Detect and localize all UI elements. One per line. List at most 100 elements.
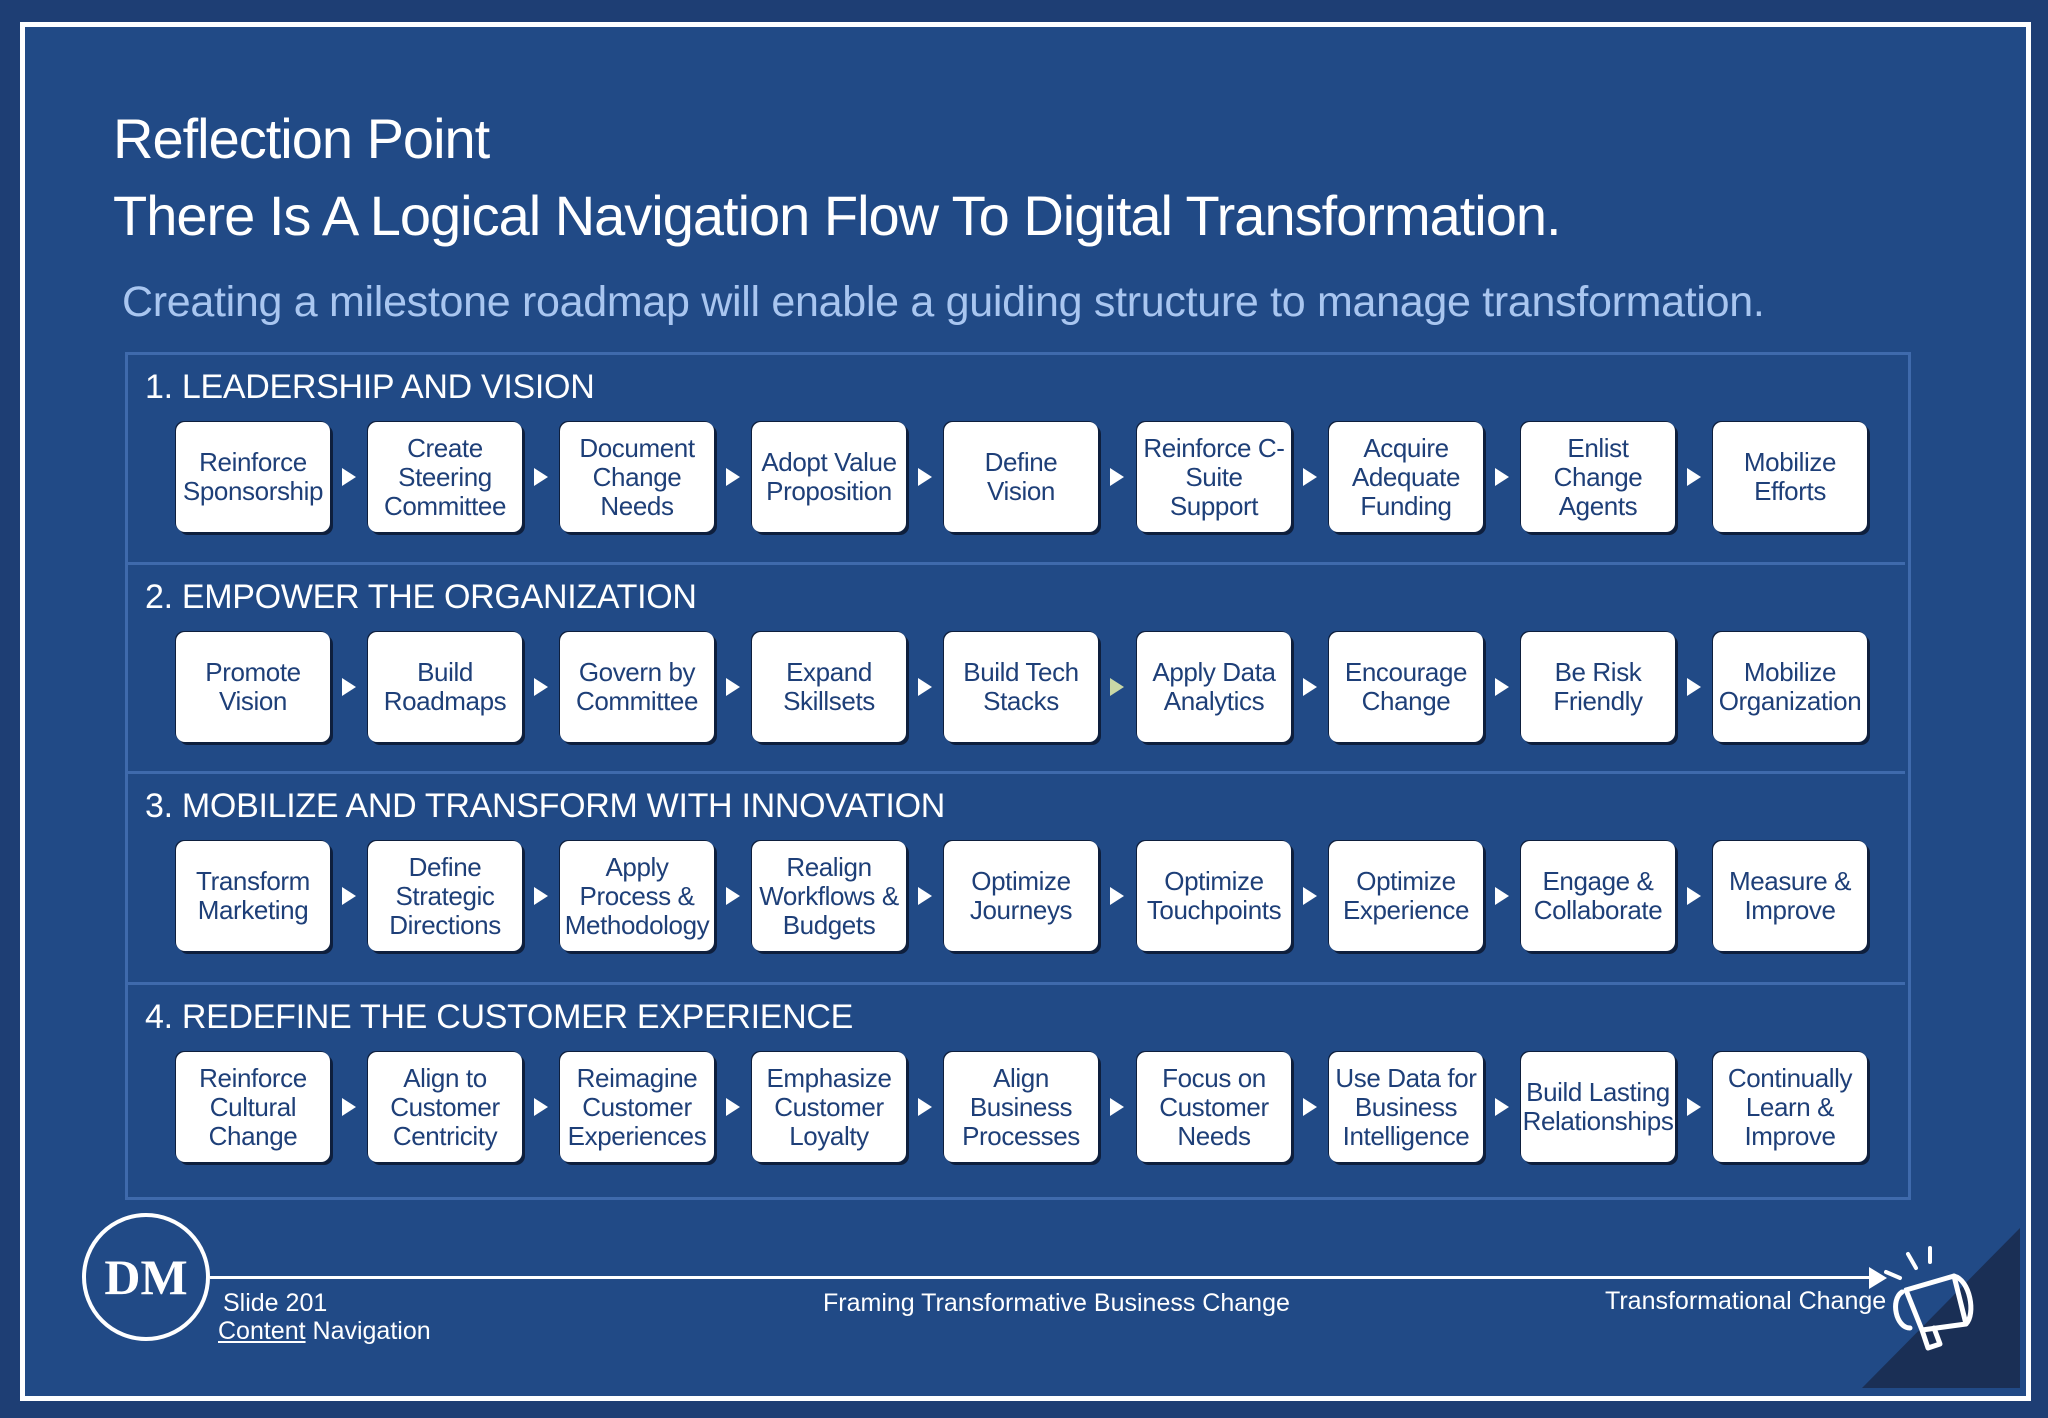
step-label: Reinforce Sponsorship [182, 447, 324, 506]
step-box: Measure & Improve [1713, 841, 1867, 951]
step-label: Expand Skillsets [783, 657, 875, 716]
step-label: Align Business Processes [962, 1062, 1080, 1151]
step-box: Optimize Touchpoints [1137, 841, 1291, 951]
step-box: Adopt Value Proposition [752, 422, 906, 532]
step-label: Encourage Change [1344, 657, 1468, 716]
step-box: Document Change Needs [560, 422, 714, 532]
step-box: Continually Learn & Improve [1713, 1052, 1867, 1162]
arrow-right-icon [726, 887, 740, 905]
timeline-line [210, 1276, 1872, 1279]
step-label: Emphasize Customer Loyalty [766, 1062, 892, 1151]
step-label: Be Risk Friendly [1553, 657, 1643, 716]
section-title: 2. EMPOWER THE ORGANIZATION [145, 578, 697, 616]
content-navigation-link[interactable]: Content [218, 1317, 306, 1345]
arrow-right-icon [1687, 1098, 1701, 1116]
step-label: Promote Vision [205, 657, 301, 716]
section-title: 3. MOBILIZE AND TRANSFORM WITH INNOVATIO… [145, 787, 945, 825]
arrow-right-icon [1303, 468, 1317, 486]
arrow-right-icon [1495, 887, 1509, 905]
step-label: Apply Data Analytics [1152, 657, 1276, 716]
title-line-1: Reflection Point [113, 107, 490, 170]
step-box: Optimize Journeys [944, 841, 1098, 951]
arrow-right-icon [1110, 887, 1124, 905]
arrow-right-icon [534, 678, 548, 696]
arrow-right-icon [1303, 887, 1317, 905]
step-box: Build Roadmaps [368, 632, 522, 742]
step-box: Reimagine Customer Experiences [560, 1052, 714, 1162]
step-label: Mobilize Organization [1718, 657, 1862, 716]
step-box: Create Steering Committee [368, 422, 522, 532]
step-box: Apply Process & Methodology [560, 841, 714, 951]
arrow-right-icon [918, 1098, 932, 1116]
arrow-right-icon [918, 678, 932, 696]
step-box: Emphasize Customer Loyalty [752, 1052, 906, 1162]
step-label: Define Strategic Directions [389, 851, 501, 940]
step-box: Focus on Customer Needs [1137, 1052, 1291, 1162]
step-box: Reinforce Cultural Change [176, 1052, 330, 1162]
arrow-right-icon [342, 678, 356, 696]
step-label: Reinforce Cultural Change [199, 1062, 307, 1151]
step-box: Reinforce Sponsorship [176, 422, 330, 532]
arrow-right-icon [918, 887, 932, 905]
arrow-right-icon [1495, 468, 1509, 486]
step-box: Expand Skillsets [752, 632, 906, 742]
step-label: Optimize Touchpoints [1146, 866, 1282, 925]
step-label: Govern by Committee [575, 657, 699, 716]
step-label: Continually Learn & Improve [1727, 1062, 1853, 1151]
step-box: Align Business Processes [944, 1052, 1098, 1162]
step-label: Define Vision [984, 447, 1058, 506]
footer-right-text: Transformational Change [1605, 1287, 1887, 1315]
step-box: Acquire Adequate Funding [1329, 422, 1483, 532]
step-label: Engage & Collaborate [1533, 866, 1663, 925]
step-box: Enlist Change Agents [1521, 422, 1675, 532]
step-box: Define Vision [944, 422, 1098, 532]
step-box: Build Lasting Relationships [1521, 1052, 1675, 1162]
step-box: Realign Workflows & Budgets [752, 841, 906, 951]
step-label: Adopt Value Proposition [761, 447, 897, 506]
arrow-right-icon [1110, 1098, 1124, 1116]
arrow-right-icon [1687, 887, 1701, 905]
footer-center-text: Framing Transformative Business Change [823, 1289, 1290, 1317]
step-box: Govern by Committee [560, 632, 714, 742]
arrow-right-icon [342, 1098, 356, 1116]
step-label: Mobilize Efforts [1743, 447, 1837, 506]
step-label: Reinforce C-Suite Support [1143, 432, 1285, 521]
timeline-arrow-icon [1869, 1267, 1887, 1289]
step-label: Enlist Change Agents [1553, 432, 1643, 521]
slide-number: Slide 201 [223, 1289, 328, 1317]
step-box: Mobilize Efforts [1713, 422, 1867, 532]
step-box: Engage & Collaborate [1521, 841, 1675, 951]
section-title: 4. REDEFINE THE CUSTOMER EXPERIENCE [145, 998, 854, 1036]
step-box: Encourage Change [1329, 632, 1483, 742]
content-navigation: Content Navigation [218, 1317, 431, 1346]
arrow-right-icon [1687, 468, 1701, 486]
arrow-right-icon [1495, 1098, 1509, 1116]
arrow-right-icon [726, 468, 740, 486]
arrow-right-icon [1110, 678, 1124, 696]
arrow-right-icon [342, 887, 356, 905]
roadmap-section [125, 562, 1905, 774]
arrow-right-icon [534, 887, 548, 905]
step-box: Build Tech Stacks [944, 632, 1098, 742]
arrow-right-icon [342, 468, 356, 486]
step-label: Build Roadmaps [383, 657, 507, 716]
step-box: Be Risk Friendly [1521, 632, 1675, 742]
step-label: Reimagine Customer Experiences [567, 1062, 707, 1151]
arrow-right-icon [726, 678, 740, 696]
megaphone-corner-icon [1862, 1228, 2020, 1388]
step-label: Apply Process & Methodology [564, 851, 710, 940]
step-box: Optimize Experience [1329, 841, 1483, 951]
step-box: Transform Marketing [176, 841, 330, 951]
roadmap-section [125, 982, 1905, 1197]
title-line-2: There Is A Logical Navigation Flow To Di… [113, 184, 1562, 247]
step-box: Reinforce C-Suite Support [1137, 422, 1291, 532]
arrow-right-icon [1687, 678, 1701, 696]
arrow-right-icon [726, 1098, 740, 1116]
content-navigation-label: Navigation [305, 1317, 431, 1345]
step-label: Optimize Experience [1342, 866, 1470, 925]
step-label: Realign Workflows & Budgets [759, 851, 899, 940]
step-box: Use Data for Business Intelligence [1329, 1052, 1483, 1162]
dm-logo: DM [82, 1213, 210, 1341]
step-label: Transform Marketing [196, 866, 310, 925]
arrow-right-icon [918, 468, 932, 486]
